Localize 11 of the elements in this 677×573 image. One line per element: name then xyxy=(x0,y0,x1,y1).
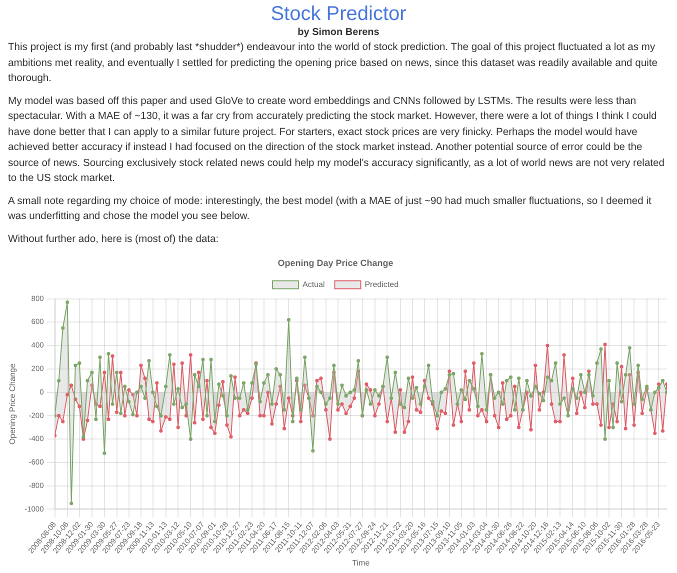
legend-label: Actual xyxy=(302,280,325,290)
text: by Simon Berens xyxy=(296,27,380,38)
text: This project is my first (and probably last *shudder*) endeavour into the world of stock prediction. The goal of this project fluctuated a lot as my ambitions met reality, and eventually I settled for predicting the opening price based on news, since this dataset was readily available and quite thorough. xyxy=(8,41,658,86)
text: Without further ado, here is (most of) the data: xyxy=(8,232,220,246)
x-axis-title: Time xyxy=(352,558,370,568)
text: Stock Predictor xyxy=(270,2,408,26)
text: A small note regarding my choice of mode: interestingly, the best model (with a MAE of just ~90 had much smaller fluctuations, so I deemed it was underfitting and chose the model you see below. xyxy=(8,194,652,224)
y-axis-title: Opening Price Change xyxy=(8,362,18,444)
legend-label: Predicted xyxy=(364,280,399,290)
chart-title: Opening Day Price Change xyxy=(278,258,394,268)
text: My model was based off this paper and used GloVe to create word embeddings and CNNs followed by LSTMs. The results were less than spectacular. With a MAE of ~130, it was a far cry from accurately predicting the stock market. However, there were a lot of things I think I could have done better that I can apply to a similar future project. For starters, exact stock prices are very finicky. Perhaps the model would have achieved better accuracy if instead I had focused on the direction of the stock market instead. Another potential source of error could be the source of news. Sourcing exclusively stock related news could help my model's accuracy significantly, as a lot of world news are not very related to the US stock market. xyxy=(8,94,666,186)
